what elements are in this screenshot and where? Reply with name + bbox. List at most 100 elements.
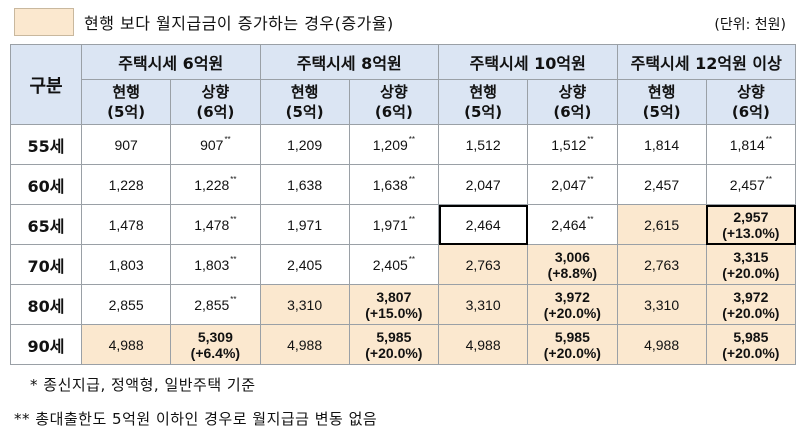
value-cell: 1,814 <box>616 124 707 165</box>
value-cell: 2,457 <box>616 164 707 205</box>
value-cell: 2,457** <box>705 164 797 205</box>
value-cell: 1,209 <box>259 124 350 165</box>
current-header-label: 현행 <box>290 83 319 101</box>
value-cell: 3,310 <box>259 284 350 325</box>
current-header-label: 현행 <box>469 83 497 101</box>
value-amount: 3,807 <box>376 288 412 305</box>
value-cell: 5,309 (+6.4%) <box>170 324 261 365</box>
footnote-mark: ** <box>765 174 773 184</box>
increase-rate: (+20.0%) <box>722 344 780 361</box>
value-cell: 2,855 <box>80 284 172 325</box>
increase-rate: (+15.0%) <box>365 304 423 321</box>
raised-header-label: 상향 <box>380 83 408 101</box>
value-amount: 4,988 <box>465 336 501 353</box>
footnote-mark: ** <box>587 174 594 184</box>
value-amount: 2,855 <box>108 296 144 313</box>
value-amount: 2,464 <box>551 216 587 233</box>
row-header: 구분 <box>10 44 82 125</box>
age-cell: 60세 <box>10 164 82 205</box>
current-header-label: 현행 <box>112 83 140 101</box>
table-row: 60세 1,228 1,228** 1,638 1,638** 2,047 2,047** 2… <box>10 164 797 205</box>
value-cell: 1,228** <box>170 164 261 205</box>
value-amount: 1,971 <box>372 216 408 233</box>
current-header: 현행 (5억) <box>616 79 707 125</box>
value-cell: 1,228 <box>80 164 172 205</box>
increase-rate: (+20.0%) <box>722 304 780 321</box>
value-amount: 5,985 <box>733 328 769 345</box>
value-cell: 2,763 <box>437 244 529 285</box>
table-row: 80세 2,855 2,855** 3,310 3,807 (+15.0%) 3,310 3,… <box>10 284 797 325</box>
value-cell: 2,763 <box>616 244 707 285</box>
value-cell: 2,464 <box>437 204 529 245</box>
footnote-2: ** 총대출한도 5억원 이하인 경우로 월지급금 변동 없음 <box>14 410 378 428</box>
footnote-mark: ** <box>408 174 416 184</box>
value-cell: 5,985 (+20.0%) <box>348 324 440 365</box>
value-cell: 1,478** <box>170 204 261 245</box>
value-amount: 1,512 <box>465 136 501 153</box>
age-cell: 70세 <box>10 244 82 285</box>
value-cell: 2,615 <box>616 204 707 245</box>
value-cell: 2,047** <box>527 164 618 205</box>
raised-header-label: 상향 <box>201 83 230 101</box>
footnote-mark: ** <box>587 134 594 144</box>
raised-header: 상향 (6억) <box>527 79 618 125</box>
value-amount: 1,814 <box>729 136 765 153</box>
footnote-mark: ** <box>765 134 773 144</box>
value-amount: 5,985 <box>376 328 412 345</box>
value-amount: 2,957 <box>733 208 769 225</box>
value-cell: 4,988 <box>80 324 172 365</box>
value-cell: 2,957 (+13.0%) <box>705 204 797 245</box>
age-cell: 80세 <box>10 284 82 325</box>
value-cell: 2,047 <box>437 164 529 205</box>
value-cell: 3,006 (+8.8%) <box>527 244 618 285</box>
table-row: 70세 1,803 1,803** 2,405 2,405** 2,763 3,006 (+8… <box>10 244 797 285</box>
value-cell: 1,971** <box>348 204 440 245</box>
value-amount: 2,047 <box>551 176 587 193</box>
value-amount: 2,405 <box>287 256 323 273</box>
value-cell: 3,310 <box>437 284 529 325</box>
value-amount: 1,638 <box>287 176 323 193</box>
value-cell: 3,310 <box>616 284 707 325</box>
raised-header-amount: (6억) <box>196 103 235 121</box>
value-amount: 907 <box>200 136 224 153</box>
value-cell: 1,638** <box>348 164 440 205</box>
value-amount: 2,763 <box>644 256 680 273</box>
value-amount: 907 <box>114 136 138 153</box>
table-row: 55세 907 907** 1,209 1,209** 1,512 1,512** 1,814… <box>10 124 797 165</box>
raised-header-amount: (6억) <box>374 103 413 121</box>
raised-header-amount: (6억) <box>553 103 592 121</box>
group-header: 주택시세 10억원 <box>438 44 618 80</box>
value-amount: 2,457 <box>729 176 765 193</box>
value-amount: 2,615 <box>644 216 680 233</box>
value-cell: 1,478 <box>80 204 172 245</box>
increase-rate: (+20.0%) <box>365 344 423 361</box>
age-cell: 90세 <box>10 324 82 365</box>
increase-rate: (+13.0%) <box>722 224 780 241</box>
increase-rate: (+6.4%) <box>190 344 241 361</box>
raised-header-amount: (6억) <box>731 103 770 121</box>
value-amount: 1,228 <box>108 176 144 193</box>
raised-header-label: 상향 <box>558 83 587 101</box>
value-amount: 2,763 <box>465 256 501 273</box>
value-amount: 1,814 <box>644 136 680 153</box>
pension-table: 구분 주택시세 6억원 주택시세 8억원 주택시세 10억원 주택시세 12억원… <box>10 44 797 365</box>
value-amount: 1,209 <box>372 136 408 153</box>
value-amount: 1,971 <box>287 216 323 233</box>
table-row: 65세 1,478 1,478** 1,971 1,971** 2,464 2,464** 2… <box>10 204 797 245</box>
value-amount: 1,478 <box>194 216 230 233</box>
legend-swatch <box>14 8 74 36</box>
value-amount: 1,209 <box>287 136 323 153</box>
value-amount: 3,006 <box>554 248 590 265</box>
increase-rate: (+8.8%) <box>547 264 598 281</box>
value-cell: 1,971 <box>259 204 350 245</box>
value-cell: 2,405** <box>348 244 440 285</box>
value-cell: 5,985 (+20.0%) <box>705 324 797 365</box>
footnote-mark: ** <box>408 134 416 144</box>
group-header: 주택시세 8억원 <box>259 44 439 80</box>
raised-header: 상향 (6억) <box>170 79 261 125</box>
value-amount: 4,988 <box>644 336 680 353</box>
increase-rate: (+20.0%) <box>722 264 780 281</box>
value-cell: 1,512 <box>437 124 529 165</box>
value-amount: 5,985 <box>554 328 590 345</box>
footnote-mark: ** <box>230 254 237 264</box>
